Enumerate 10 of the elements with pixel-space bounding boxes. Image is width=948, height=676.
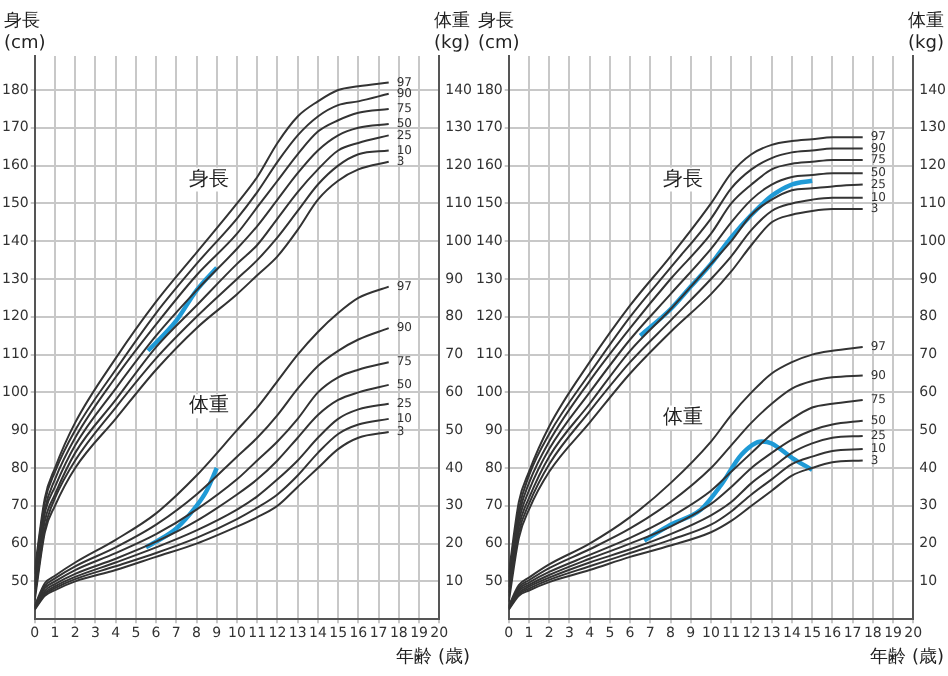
y-axis-title: 身長 (cm)	[478, 9, 520, 54]
annotation: 体重	[663, 404, 703, 429]
y2-axis-title: 体重 (kg)	[434, 9, 470, 54]
x-axis-title: 年齢 (歳)	[870, 645, 944, 668]
y2-axis-title: 体重 (kg)	[908, 9, 944, 54]
y-axis-title: 身長 (cm)	[4, 9, 46, 54]
annotation: 身長	[189, 166, 229, 191]
annotation: 体重	[189, 393, 229, 418]
x-axis-title: 年齢 (歳)	[396, 645, 470, 668]
annotation: 身長	[663, 166, 703, 191]
